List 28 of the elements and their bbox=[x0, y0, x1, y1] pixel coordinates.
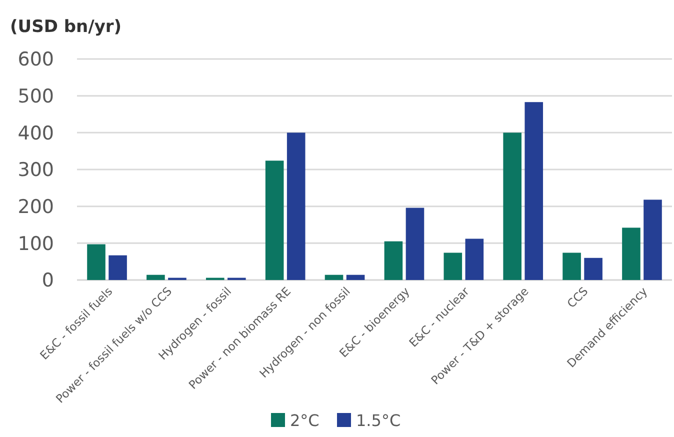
legend-label: 1.5°C bbox=[356, 411, 401, 430]
y-tick-label: 300 bbox=[18, 159, 54, 182]
bar bbox=[562, 252, 581, 280]
bar bbox=[146, 274, 165, 280]
bar bbox=[346, 274, 365, 280]
y-tick-label: 0 bbox=[42, 270, 54, 292]
y-tick-label: 600 bbox=[18, 48, 54, 71]
bar bbox=[444, 252, 462, 280]
bar bbox=[503, 132, 522, 280]
bar bbox=[108, 255, 127, 280]
bar bbox=[524, 102, 544, 280]
y-tick-label: 500 bbox=[18, 85, 54, 108]
bar bbox=[324, 274, 344, 280]
bar bbox=[265, 160, 284, 280]
bar bbox=[286, 132, 306, 280]
bar bbox=[87, 244, 106, 280]
bar bbox=[644, 200, 662, 280]
bar bbox=[465, 238, 484, 280]
bar bbox=[384, 241, 403, 280]
bar bbox=[584, 258, 602, 280]
chart-title: (USD bn/yr) bbox=[10, 17, 122, 37]
y-tick-label: 400 bbox=[18, 122, 54, 144]
y-tick-label: 200 bbox=[18, 196, 54, 218]
x-tick-label: CCS bbox=[564, 284, 591, 311]
y-tick-label: 100 bbox=[18, 232, 54, 255]
bar bbox=[406, 208, 424, 280]
legend-label: 2°C bbox=[290, 411, 320, 430]
bar bbox=[622, 228, 640, 280]
